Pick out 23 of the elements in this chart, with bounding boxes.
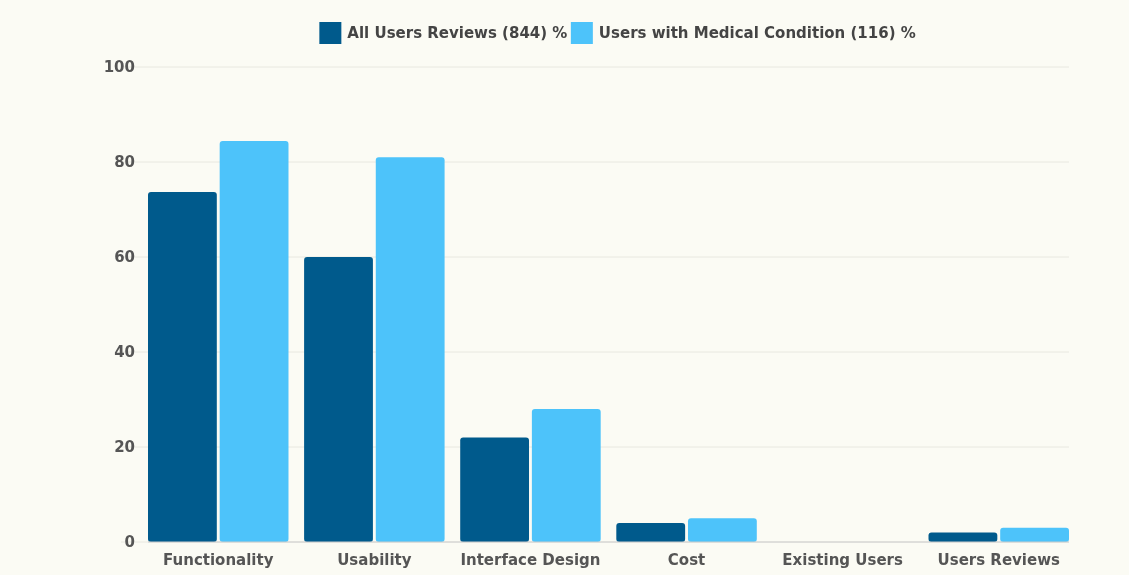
bar: [616, 523, 686, 542]
x-tick-label: Interface Design: [460, 551, 601, 569]
bar: [148, 191, 217, 542]
x-tick-label: Cost: [667, 551, 706, 569]
bar: [375, 157, 445, 542]
legend-label: Users with Medical Condition (116) %: [598, 24, 916, 43]
y-tick-label: 0: [124, 533, 135, 552]
y-tick-label: 100: [103, 58, 135, 77]
bar: [460, 437, 530, 542]
y-tick-label: 80: [114, 153, 135, 172]
bar: [531, 409, 601, 542]
x-tick-label: Existing Users: [782, 551, 903, 569]
x-tick-label: Users Reviews: [937, 551, 1061, 569]
y-tick-label: 60: [114, 248, 135, 267]
x-tick-label: Usability: [337, 551, 412, 569]
bar: [1000, 527, 1069, 542]
y-tick-label: 40: [114, 343, 135, 362]
bar: [304, 257, 373, 542]
bar: [687, 518, 757, 542]
legend-label: All Users Reviews (844) %: [347, 24, 568, 43]
x-tick-label: Functionality: [163, 551, 274, 569]
bar: [219, 141, 289, 542]
y-tick-label: 20: [114, 438, 135, 457]
